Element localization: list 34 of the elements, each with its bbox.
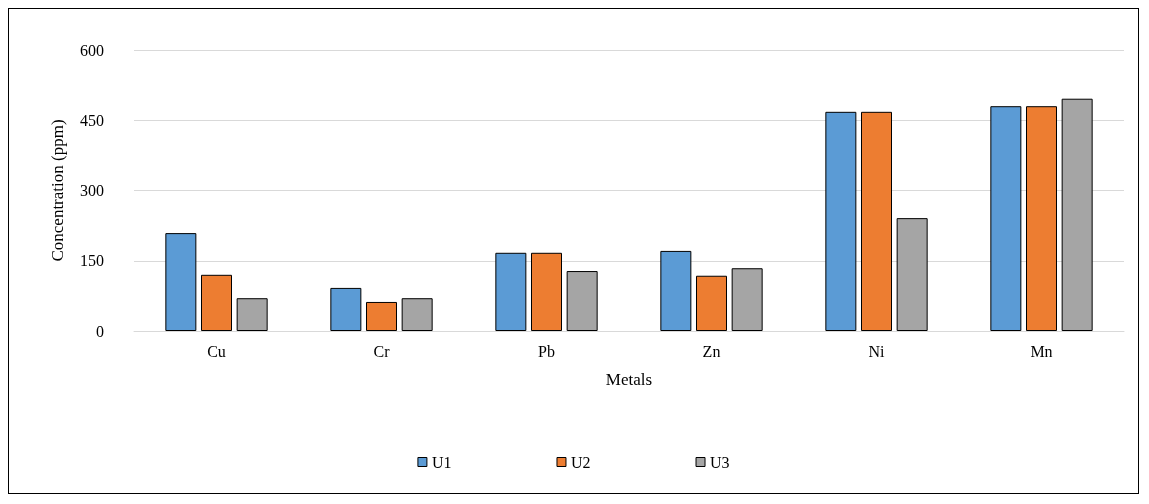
x-tick-label: Ni [868,342,886,360]
x-tick-label: Mn [1030,342,1053,360]
bar [1026,106,1057,331]
y-axis-title: Concentration (ppm) [48,119,67,262]
x-tick-label: Cu [207,342,226,360]
legend-label: U1 [431,453,452,471]
bar [366,301,397,331]
legend-label: U3 [710,453,730,471]
x-axis-title: Metals [605,370,653,389]
bar [165,233,197,331]
bar [990,106,1022,331]
bar [896,218,928,331]
y-tick-label: 450 [80,111,104,129]
y-tick-label: 300 [80,182,104,199]
y-tick-label: 0 [96,322,104,340]
bar [566,271,598,331]
bar [531,252,562,331]
x-tick-label: Cr [373,342,391,360]
bar [495,252,527,331]
y-tick-label: 150 [80,252,104,270]
bar [236,298,268,331]
bar [1061,98,1093,331]
bar [696,275,727,331]
x-tick-label: Zn [702,342,721,360]
bar [861,111,892,331]
bar [825,111,857,331]
bar [731,268,763,331]
y-tick-label: 600 [80,41,104,59]
bar [201,274,232,331]
bar [401,298,433,331]
legend-label: U2 [570,453,591,471]
bar [330,287,362,331]
x-tick-label: Pb [538,342,555,360]
bar [660,250,692,331]
